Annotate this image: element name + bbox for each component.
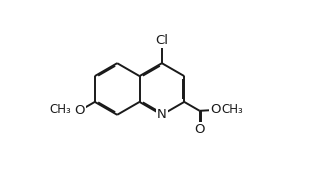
- Text: CH₃: CH₃: [222, 103, 244, 116]
- Text: Cl: Cl: [156, 34, 168, 48]
- Text: CH₃: CH₃: [50, 103, 72, 116]
- Text: O: O: [74, 104, 85, 117]
- Text: O: O: [194, 123, 205, 136]
- Text: O: O: [211, 103, 221, 116]
- Text: N: N: [157, 108, 167, 121]
